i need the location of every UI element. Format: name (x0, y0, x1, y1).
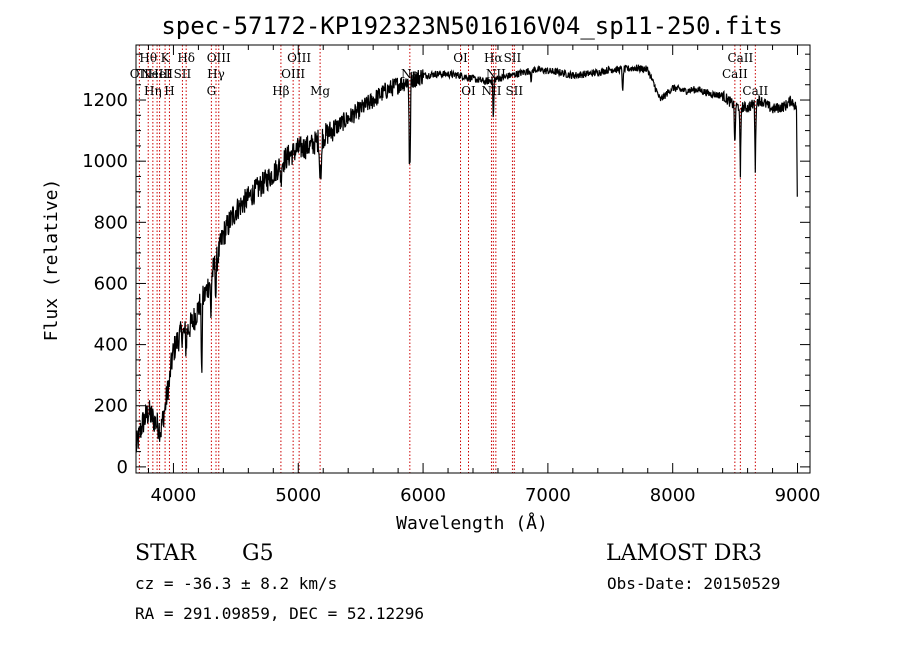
line-label: OIII (207, 51, 231, 65)
line-label: CaII (722, 67, 748, 81)
obs-date: Obs-Date: 20150529 (607, 574, 780, 593)
line-label: HeI (148, 67, 171, 81)
x-axis: 4000 5000 6000 7000 8000 9000 (147, 45, 821, 506)
line-label: Hγ (207, 67, 225, 81)
line-label: Hβ (272, 84, 289, 98)
chart-title: spec-57172-KP192323N501616V04_sp11-250.f… (161, 12, 782, 40)
y-tick-label: 200 (94, 396, 128, 417)
line-markers (138, 45, 756, 473)
x-tick-label: 9000 (775, 485, 821, 506)
x-tick-label: 7000 (525, 485, 571, 506)
line-label: Hη (144, 84, 162, 98)
redshift-text: cz = -36.3 ± 8.2 km/s (135, 574, 337, 593)
line-label: OII (130, 67, 150, 81)
line-label: Hδ (177, 51, 195, 65)
line-label: H (164, 84, 174, 98)
line-label: SII (505, 84, 523, 98)
y-tick-label: 1000 (82, 151, 128, 172)
line-label: NII (481, 84, 501, 98)
line-label: OIII (287, 51, 311, 65)
line-label: OIII (281, 67, 305, 81)
x-tick-label: 8000 (650, 485, 696, 506)
y-tick-label: 600 (94, 273, 128, 294)
x-axis-label: Wavelength (Å) (396, 512, 548, 534)
y-axis: 0 200 400 600 800 1000 1200 (82, 53, 810, 478)
line-label: OI (453, 51, 468, 65)
line-label: OI (461, 84, 476, 98)
line-label: Hθ (139, 51, 157, 65)
spectrum-line (135, 64, 798, 453)
coordinates: RA = 291.09859, DEC = 52.12296 (135, 604, 424, 623)
line-label: K (161, 51, 171, 65)
line-label: G (207, 84, 217, 98)
line-label: Mg (310, 84, 330, 98)
y-tick-label: 1200 (82, 90, 128, 111)
y-tick-label: 400 (94, 335, 128, 356)
line-label: CaII (742, 84, 768, 98)
y-tick-label: 800 (94, 212, 128, 233)
subclass: G5 (242, 541, 274, 566)
survey-name: LAMOST DR3 (606, 541, 762, 566)
line-label: SII (174, 67, 192, 81)
plot-frame (135, 44, 811, 474)
line-label: NeIII (141, 67, 173, 81)
y-tick-label: 0 (117, 457, 128, 478)
object-class: STAR (135, 541, 197, 566)
line-label: Hα (484, 51, 503, 65)
x-tick-label: 5000 (275, 485, 321, 506)
x-tick-label: 6000 (400, 485, 446, 506)
line-label: SII (504, 51, 522, 65)
line-label: CaII (727, 51, 753, 65)
y-axis-label: Flux (relative) (41, 179, 62, 342)
x-tick-label: 4000 (151, 485, 197, 506)
